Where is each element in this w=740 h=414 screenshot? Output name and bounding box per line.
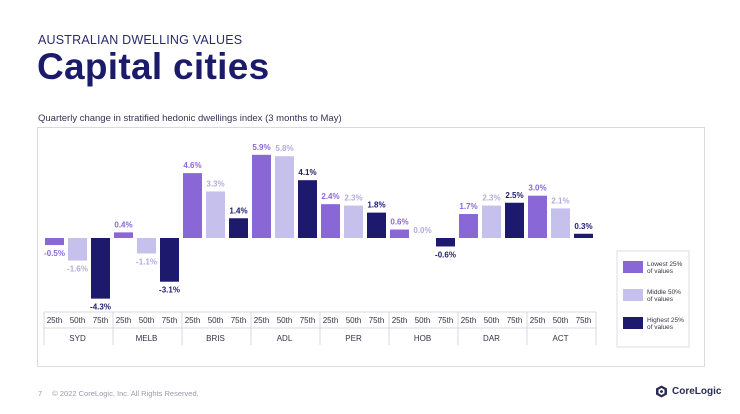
- data-label: 2.4%: [321, 192, 339, 201]
- bar-hob-75th: [436, 238, 455, 247]
- data-label: 1.4%: [229, 206, 247, 215]
- tick-label: 50th: [484, 316, 500, 325]
- data-label: -1.6%: [67, 265, 88, 274]
- legend-label: of values: [647, 324, 674, 331]
- bar-adl-25th: [252, 154, 271, 238]
- legend-label: of values: [647, 268, 674, 275]
- data-label: 5.9%: [252, 143, 270, 152]
- bar-act-50th: [551, 208, 570, 238]
- copyright-text: © 2022 CoreLogic, Inc. All Rights Reserv…: [52, 389, 199, 398]
- data-label: 3.0%: [528, 184, 546, 193]
- category-label-hob: HOB: [414, 334, 431, 343]
- tick-label: 50th: [553, 316, 569, 325]
- bar-dar-25th: [459, 214, 478, 238]
- legend-swatch-highest: [623, 317, 643, 329]
- corelogic-logo: CoreLogic: [655, 385, 721, 398]
- bar-hob-25th: [390, 229, 409, 238]
- bar-bris-25th: [183, 173, 202, 238]
- bar-act-25th: [528, 195, 547, 238]
- tick-label: 25th: [323, 316, 339, 325]
- data-label: -0.6%: [435, 250, 456, 259]
- bar-bris-50th: [206, 191, 225, 238]
- corelogic-logo-icon: [656, 385, 667, 398]
- legend-label: Highest 25%: [647, 317, 684, 324]
- eyebrow-title: AUSTRALIAN DWELLING VALUES: [38, 33, 243, 47]
- data-label: 2.1%: [551, 196, 569, 205]
- bar-dar-75th: [505, 202, 524, 238]
- category-label-dar: DAR: [483, 334, 500, 343]
- bar-syd-50th: [68, 238, 87, 261]
- category-label-melb: MELB: [136, 334, 158, 343]
- tick-label: 75th: [300, 316, 316, 325]
- data-label: 2.3%: [482, 194, 500, 203]
- category-label-syd: SYD: [69, 334, 86, 343]
- legend-swatch-middle: [623, 289, 643, 301]
- bar-syd-75th: [91, 238, 110, 299]
- tick-label: 50th: [277, 316, 293, 325]
- data-label: -1.1%: [136, 258, 157, 267]
- data-label: -3.1%: [159, 286, 180, 295]
- data-label: 2.5%: [505, 191, 523, 200]
- data-label: 2.3%: [344, 194, 362, 203]
- tick-label: 75th: [369, 316, 385, 325]
- tick-label: 75th: [231, 316, 247, 325]
- tick-label: 50th: [208, 316, 224, 325]
- tick-label: 50th: [415, 316, 431, 325]
- data-label: -0.5%: [44, 249, 65, 258]
- bar-bris-75th: [229, 218, 248, 238]
- category-label-per: PER: [345, 334, 362, 343]
- tick-label: 25th: [47, 316, 63, 325]
- chart-title: Quarterly change in stratified hedonic d…: [38, 113, 342, 124]
- tick-label: 50th: [139, 316, 155, 325]
- data-label: 4.1%: [298, 168, 316, 177]
- tick-label: 25th: [392, 316, 408, 325]
- tick-label: 25th: [254, 316, 270, 325]
- data-label: -4.3%: [90, 303, 111, 312]
- bar-melb-50th: [137, 238, 156, 254]
- tick-label: 75th: [438, 316, 454, 325]
- bar-per-75th: [367, 212, 386, 238]
- tick-label: 75th: [93, 316, 109, 325]
- footer: 7 © 2022 CoreLogic, Inc. All Rights Rese…: [38, 389, 199, 398]
- tick-label: 75th: [162, 316, 178, 325]
- tick-label: 25th: [185, 316, 201, 325]
- bar-melb-25th: [114, 232, 133, 238]
- data-label: 1.8%: [367, 201, 385, 210]
- data-label: 0.3%: [574, 222, 592, 231]
- tick-label: 75th: [507, 316, 523, 325]
- tick-label: 25th: [116, 316, 132, 325]
- tick-label: 50th: [346, 316, 362, 325]
- legend-label: Lowest 25%: [647, 261, 683, 268]
- tick-label: 25th: [461, 316, 477, 325]
- tick-label: 75th: [576, 316, 592, 325]
- data-label: 3.3%: [206, 179, 224, 188]
- data-label: 0.6%: [390, 218, 408, 227]
- bar-dar-50th: [482, 205, 501, 238]
- category-label-adl: ADL: [277, 334, 293, 343]
- legend-label: of values: [647, 296, 674, 303]
- legend-swatch-lowest: [623, 261, 643, 273]
- chart-frame: [37, 127, 705, 367]
- bar-per-25th: [321, 204, 340, 238]
- data-label: 4.6%: [183, 161, 201, 170]
- tick-label: 25th: [530, 316, 546, 325]
- data-label: 0.0%: [413, 226, 431, 235]
- bar-act-75th: [574, 233, 593, 238]
- brand-name: CoreLogic: [672, 386, 722, 397]
- bar-per-50th: [344, 205, 363, 238]
- page-number: 7: [38, 389, 43, 398]
- page-title: Capital cities: [37, 46, 270, 87]
- bar-adl-50th: [275, 156, 294, 238]
- bar-syd-25th: [45, 238, 64, 246]
- tick-label: 50th: [70, 316, 86, 325]
- dwelling-values-chart: -0.5% 0.4% 4.6% 5.9% 2.4% 0.6% 1.7% 3.0% -1.6% -1…: [43, 143, 690, 348]
- data-label: 1.7%: [459, 202, 477, 211]
- data-label: 5.8%: [275, 144, 293, 153]
- bar-melb-75th: [160, 238, 179, 282]
- category-label-bris: BRIS: [206, 334, 225, 343]
- category-label-act: ACT: [553, 334, 569, 343]
- bar-adl-75th: [298, 180, 317, 238]
- data-label: 0.4%: [114, 220, 132, 229]
- legend-label: Middle 50%: [647, 289, 681, 296]
